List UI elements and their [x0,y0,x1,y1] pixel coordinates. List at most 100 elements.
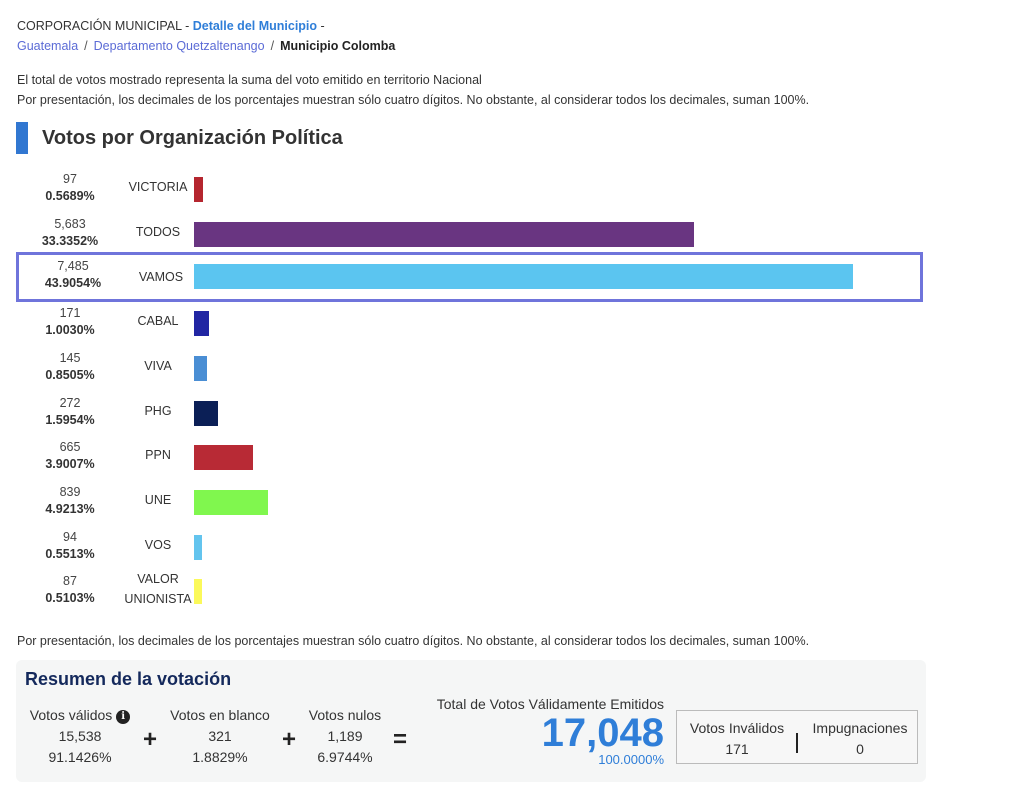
breadcrumb-separator: / [270,39,275,53]
bar-todos[interactable] [194,221,695,247]
chart-row[interactable]: 839 4.9213% UNE [0,478,1024,522]
party-label: VAMOS [138,270,184,285]
party-label: TODOS [135,224,181,239]
plus-icon: + [282,726,297,753]
vote-figures: 665 3.9007% [20,439,120,473]
null-votes: Votos nulos 1,189 6.9744% [301,705,389,768]
vote-figures: 171 1.0030% [20,305,120,339]
bar-cabal[interactable] [194,311,210,337]
chart-row-highlighted[interactable]: 7,485 43.9054% VAMOS [16,252,923,303]
party-label: PPN [145,448,171,463]
dash: - [181,19,193,33]
total-value: 17,048 [541,711,664,755]
vote-percent-label: 3.9007% [45,457,95,472]
detail-link[interactable]: Detalle del Municipio [192,19,318,33]
blank-votes-pct: 1.8829% [192,749,248,765]
chart-row[interactable]: 665 3.9007% PPN [0,433,1024,477]
invalid-votes-label: Votos Inválidos [689,720,785,736]
vote-summary-panel: Resumen de la votación Votos válidos i 1… [16,660,926,782]
challenges-value: 0 [856,741,864,757]
vote-figures: 272 1.5954% [20,395,120,429]
null-votes-value: 1,189 [327,728,363,744]
equals-icon: = [393,726,408,753]
vote-count-label: 87 [63,574,77,589]
bar-vos[interactable] [194,534,203,560]
valid-votes-label: Votos válidos [29,707,113,723]
party-label: VICTORIA [128,180,188,194]
chart-row[interactable]: 97 0.5689% VICTORIA [0,165,1024,209]
bar-ppn[interactable] [194,445,253,471]
breadcrumb-separator: / [84,39,88,53]
vote-percent-label: 0.5689% [45,189,95,203]
divider [796,733,798,753]
info-icon[interactable]: i [116,710,131,724]
vote-figures: 94 0.5513% [20,529,120,563]
null-votes-label: Votos nulos [308,707,382,723]
vote-count-label: 7,485 [57,259,89,274]
bar-vamos[interactable] [194,264,853,290]
breadcrumb-municipality: Municipio Colomba [280,39,396,53]
vote-count-label: 272 [59,395,81,410]
null-votes-pct: 6.9744% [317,749,373,765]
decimals-note: Por presentación, los decimales de los p… [17,93,810,107]
vote-count-label: 665 [59,440,81,455]
party-label: VALOR UNIONISTA [124,572,192,607]
vote-figures: 145 0.8505% [20,350,120,384]
dash: - [317,19,325,33]
breadcrumb-country[interactable]: Guatemala [17,39,79,53]
vote-count-label: 5,683 [54,216,86,231]
votes-bar-chart: 97 0.5689% VICTORIA 5,683 33.3352% TODOS 7,485… [0,165,1024,625]
chart-row[interactable]: 145 0.8505% VIVA [0,344,1024,388]
party-label: VIVA [144,358,172,373]
footer-decimals-note: Por presentación, los decimales de los p… [17,634,810,648]
bar-victoria[interactable] [194,177,203,202]
challenges-label: Impugnaciones [812,720,908,736]
section-accent-bar [16,122,28,154]
vote-percent-label: 4.9213% [45,501,95,516]
vote-percent-label: 0.8505% [45,367,95,382]
vote-count-label: 171 [59,306,81,321]
vote-percent-label: 43.9054% [44,276,102,291]
chart-row[interactable]: 87 0.5103% VALOR UNIONISTA [0,567,1024,611]
vote-percent-label: 1.0030% [45,323,95,338]
party-label: PHG [144,403,172,418]
corporation-header: CORPORACIÓN MUNICIPAL - Detalle del Muni… [17,19,325,33]
vote-percent-label: 0.5513% [45,546,95,561]
party-label: CABAL [137,314,179,329]
blank-votes-value: 321 [208,728,232,744]
chart-row[interactable]: 272 1.5954% PHG [0,389,1024,433]
vote-count-label: 97 [63,172,77,186]
chart-row[interactable]: 5,683 33.3352% TODOS [0,210,1024,254]
vote-count-label: 94 [63,529,77,544]
valid-votes-pct: 91.1426% [48,749,112,765]
party-label: UNE [144,492,172,507]
total-valid-emitted: Total de Votos Válidamente Emitidos 17,0… [414,696,664,767]
vote-percent-label: 0.5103% [45,591,95,606]
vote-percent-label: 33.3352% [41,233,99,248]
section-title-text: Votos por Organización Política [42,126,343,149]
bar-phg[interactable] [194,400,218,426]
vote-figures: 5,683 33.3352% [20,216,120,250]
bar-valor-unionista[interactable] [194,579,202,605]
blank-votes-label: Votos en blanco [170,707,270,723]
vote-count-label: 145 [59,350,81,365]
invalid-challenges-box: Votos Inválidos 171 Impugnaciones 0 [676,710,918,764]
valid-votes-value: 15,538 [58,728,102,744]
blank-votes: Votos en blanco 321 1.8829% [161,705,279,768]
vote-figures: 7,485 43.9054% [23,258,123,292]
chart-row[interactable]: 94 0.5513% VOS [0,523,1024,567]
invalid-votes: Votos Inválidos 171 [683,718,791,760]
chart-row[interactable]: 171 1.0030% CABAL [0,299,1024,343]
plus-icon: + [143,726,158,753]
vote-count-label: 839 [59,484,81,499]
bar-viva[interactable] [194,355,207,381]
vote-figures: 97 0.5689% [20,171,120,205]
vote-figures: 87 0.5103% [20,573,120,607]
vote-percent-label: 1.5954% [45,412,95,427]
breadcrumb-department[interactable]: Departamento Quetzaltenango [93,39,265,53]
challenges: Impugnaciones 0 [805,718,915,760]
breadcrumb: Guatemala / Departamento Quetzaltenango / Mu… [17,39,395,53]
territory-note: El total de votos mostrado representa la… [17,73,482,87]
summary-title: Resumen de la votación [25,669,232,689]
bar-une[interactable] [194,489,268,515]
